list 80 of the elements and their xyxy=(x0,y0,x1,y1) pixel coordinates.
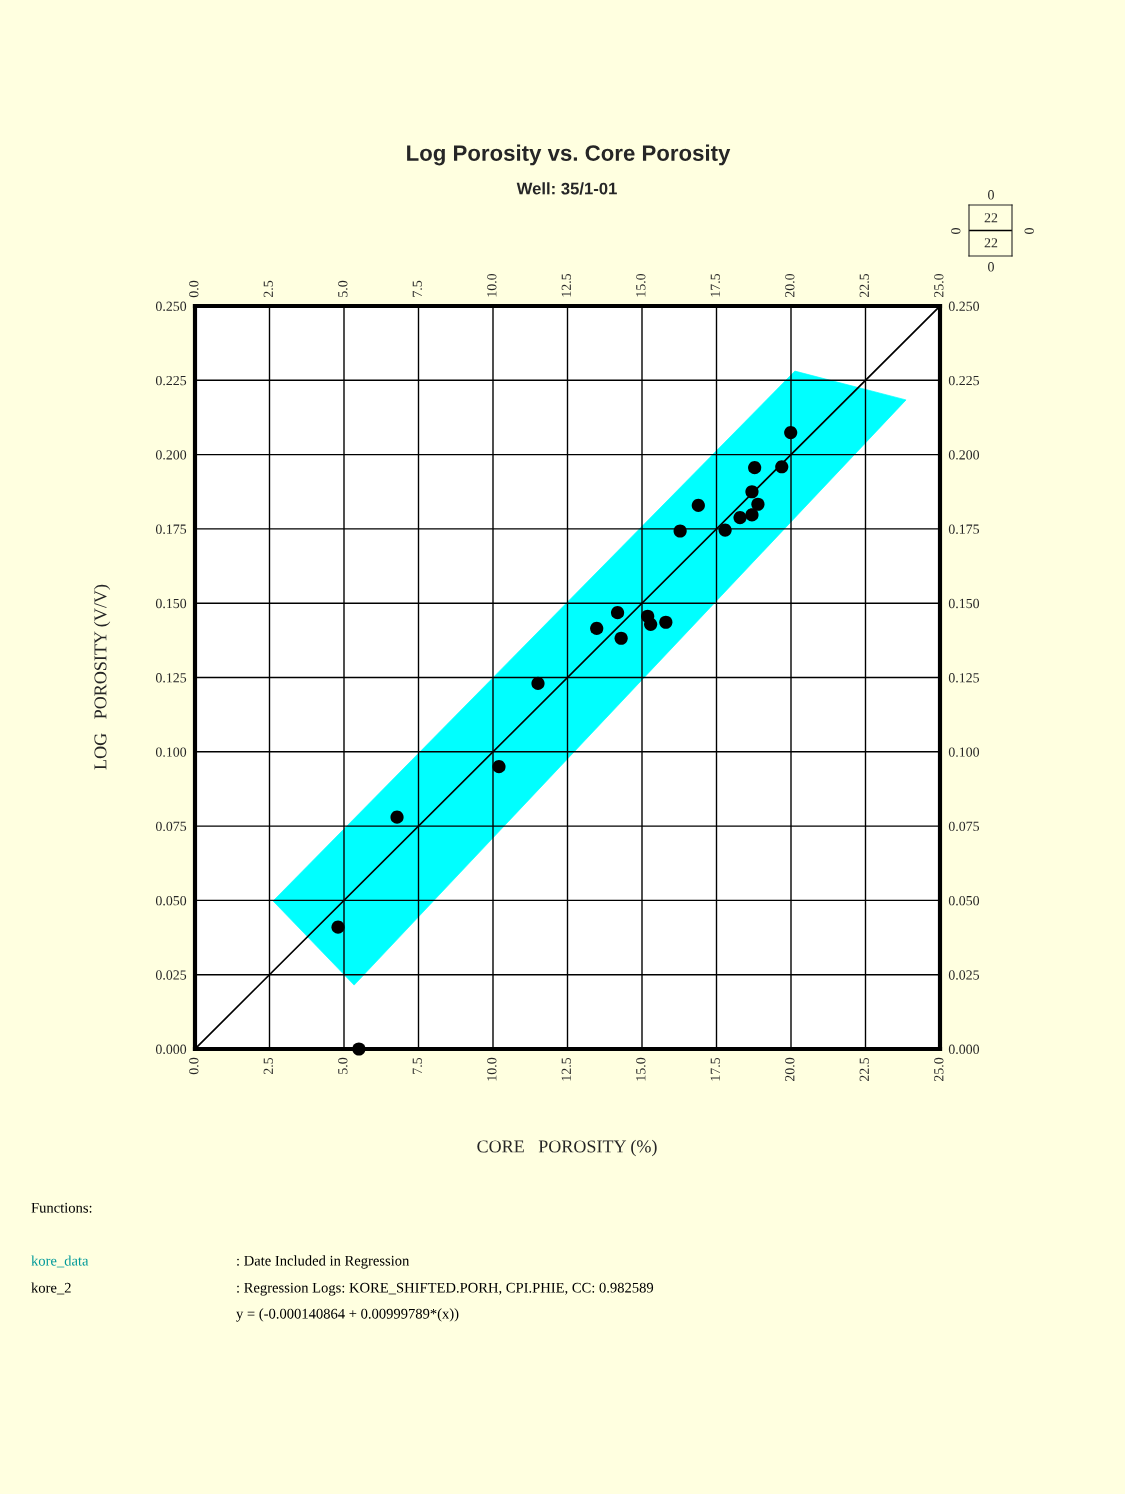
text: y = (-0.000140864 + 0.00999789*(x)) xyxy=(236,1308,459,1322)
y2-tick-label: 0.025 xyxy=(948,970,980,980)
y2-tick-label: 0.050 xyxy=(948,895,980,906)
x2-tick-label: 10.0 xyxy=(487,273,497,297)
y2-tick-label: 0.250 xyxy=(948,301,980,312)
point xyxy=(691,498,705,513)
point xyxy=(745,485,759,499)
y2-tick-label: 0.125 xyxy=(948,673,980,683)
text: kore_2 xyxy=(31,1282,71,1295)
point xyxy=(331,920,345,934)
point xyxy=(644,617,658,631)
text: 0 xyxy=(1024,228,1034,234)
point xyxy=(610,606,625,620)
x-tick-label: 15.0 xyxy=(636,1057,646,1081)
point xyxy=(614,631,628,645)
x-tick-label: 7.5 xyxy=(412,1057,423,1074)
y-tick-label: 0.200 xyxy=(155,450,187,460)
y-axis-title: LOG POROSITY (V/V) xyxy=(93,584,111,770)
y2-tick-label: 0.175 xyxy=(948,524,980,534)
x-tick-label: 0.0 xyxy=(189,1057,199,1075)
y2-tick-label: 0.100 xyxy=(948,747,980,757)
text: 0 xyxy=(951,228,961,234)
point xyxy=(352,1042,366,1056)
y2-tick-label: 0.200 xyxy=(948,450,980,460)
text: 22 xyxy=(984,238,998,248)
point xyxy=(775,460,789,474)
text: 22 xyxy=(984,213,998,223)
point xyxy=(659,615,673,629)
x-tick-label: 2.5 xyxy=(263,1057,274,1075)
point xyxy=(531,676,545,691)
x2-tick-label: 15.0 xyxy=(636,273,646,297)
text: 0 xyxy=(988,262,994,272)
point xyxy=(751,497,765,511)
y2-tick-label: 0.150 xyxy=(948,598,980,609)
x-axis-title: CORE POROSITY (%) xyxy=(477,1139,657,1157)
x-tick-label: 17.5 xyxy=(710,1057,721,1081)
point xyxy=(718,523,732,537)
y-tick-label: 0.150 xyxy=(155,598,187,609)
point xyxy=(673,524,687,538)
point xyxy=(590,621,604,636)
chart-subtitle: Well: 35/1-01 xyxy=(516,182,617,195)
y-tick-label: 0.025 xyxy=(155,970,187,980)
text: Functions: xyxy=(31,1202,92,1213)
y-tick-label: 0.225 xyxy=(155,375,187,386)
x-tick-label: 25.0 xyxy=(934,1057,944,1082)
x2-tick-label: 17.5 xyxy=(710,273,721,297)
x2-tick-label: 7.5 xyxy=(412,280,423,297)
chart-title: Log Porosity vs. Core Porosity xyxy=(407,144,731,166)
y2-tick-label: 0.075 xyxy=(948,821,980,832)
y-tick-label: 0.000 xyxy=(155,1044,187,1055)
x2-tick-label: 22.5 xyxy=(859,273,870,298)
x-tick-label: 10.0 xyxy=(487,1057,497,1081)
y2-tick-label: 0.225 xyxy=(948,375,980,386)
x-tick-label: 12.5 xyxy=(561,1057,572,1081)
y-tick-label: 0.050 xyxy=(155,895,187,906)
text: 0 xyxy=(988,190,994,200)
text: : Regression Logs: KORE_SHIFTED.PORH, CPI.PHIE, CC: 0.982589 xyxy=(237,1282,654,1296)
x-tick-label: 20.0 xyxy=(785,1057,795,1082)
y-tick-label: 0.125 xyxy=(155,673,187,683)
y-tick-label: 0.175 xyxy=(155,524,187,534)
y-tick-label: 0.075 xyxy=(155,821,187,832)
point xyxy=(390,810,404,824)
text: kore_data xyxy=(31,1255,89,1268)
y2-tick-label: 0.000 xyxy=(948,1044,980,1055)
point xyxy=(733,511,747,525)
point xyxy=(745,508,759,522)
point xyxy=(748,461,762,475)
x-tick-label: 5.0 xyxy=(338,1057,348,1074)
point xyxy=(492,760,506,774)
x2-tick-label: 20.0 xyxy=(785,273,795,298)
point xyxy=(784,426,798,440)
y-tick-label: 0.250 xyxy=(155,301,187,312)
x2-tick-label: 2.5 xyxy=(263,280,274,298)
x2-tick-label: 25.0 xyxy=(934,273,944,298)
text: : Date Included in Regression xyxy=(237,1255,410,1269)
x2-tick-label: 12.5 xyxy=(561,273,572,297)
x2-tick-label: 5.0 xyxy=(338,280,348,297)
x-tick-label: 22.5 xyxy=(859,1057,870,1082)
x2-tick-label: 0.0 xyxy=(189,280,199,298)
y-tick-label: 0.100 xyxy=(155,747,187,757)
